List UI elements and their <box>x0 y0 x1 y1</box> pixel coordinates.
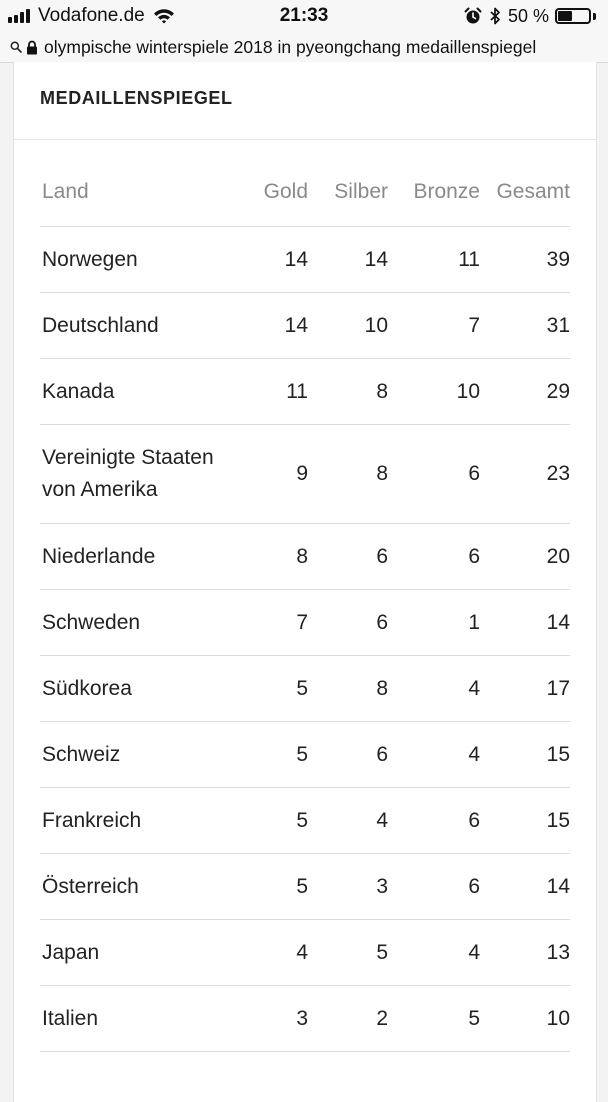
table-row: Vereinigte Staaten von Amerika 9 8 6 23 <box>40 424 570 524</box>
cell-silber: 8 <box>308 424 388 524</box>
cell-gesamt: 14 <box>480 853 570 920</box>
cell-land: Kanada <box>40 358 240 425</box>
cell-gesamt: 23 <box>480 424 570 524</box>
cell-gold: 5 <box>240 721 308 788</box>
cell-bronze: 1 <box>388 589 480 656</box>
cell-land: Vereinigte Staaten von Amerika <box>40 424 240 524</box>
cell-gold: 5 <box>240 655 308 722</box>
cell-land: Niederlande <box>40 523 240 590</box>
table-row: Schweiz 5 6 4 15 <box>40 721 570 788</box>
cell-silber: 8 <box>308 655 388 722</box>
cell-land: Norwegen <box>40 226 240 293</box>
cell-silber: 2 <box>308 985 388 1052</box>
header-bronze: Bronze <box>388 158 480 227</box>
cell-bronze: 6 <box>388 853 480 920</box>
cell-land: Schweden <box>40 589 240 656</box>
cell-gesamt: 14 <box>480 589 570 656</box>
cell-silber: 8 <box>308 358 388 425</box>
cell-silber: 14 <box>308 226 388 293</box>
cell-silber: 5 <box>308 919 388 986</box>
cell-bronze: 5 <box>388 985 480 1052</box>
cell-gesamt: 15 <box>480 787 570 854</box>
table-row: Italien 3 2 5 10 <box>40 985 570 1052</box>
cell-gesamt: 39 <box>480 226 570 293</box>
cell-land: Schweiz <box>40 721 240 788</box>
battery-icon <box>555 8 591 24</box>
cell-land: Japan <box>40 919 240 986</box>
cell-gold: 5 <box>240 853 308 920</box>
cell-bronze: 7 <box>388 292 480 359</box>
alarm-icon <box>464 7 482 24</box>
carrier-name: Vodafone.de <box>38 5 145 26</box>
battery-percent: 50 % <box>507 5 549 26</box>
header-silber: Silber <box>308 158 388 227</box>
cell-gesamt: 17 <box>480 655 570 722</box>
cell-gold: 8 <box>240 523 308 590</box>
cell-gesamt: 31 <box>480 292 570 359</box>
cell-gold: 9 <box>240 424 308 524</box>
table-row: Niederlande 8 6 6 20 <box>40 523 570 590</box>
cell-silber: 4 <box>308 787 388 854</box>
medal-table-card: MEDAILLENSPIEGEL Land Gold Silber Bronze… <box>13 62 597 1102</box>
table-row: Frankreich 5 4 6 15 <box>40 787 570 854</box>
cell-bronze: 4 <box>388 919 480 986</box>
table-row: Kanada 11 8 10 29 <box>40 358 570 425</box>
cell-land: Österreich <box>40 853 240 920</box>
status-left: Vodafone.de <box>8 5 175 27</box>
cell-silber: 6 <box>308 523 388 590</box>
cell-bronze: 6 <box>388 523 480 590</box>
cell-gold: 11 <box>240 358 308 425</box>
cell-silber: 6 <box>308 589 388 656</box>
header-land: Land <box>40 158 240 227</box>
table-row: Deutschland 14 10 7 31 <box>40 292 570 359</box>
cell-bronze: 4 <box>388 721 480 788</box>
card-title: MEDAILLENSPIEGEL <box>40 88 233 108</box>
status-right: 50 % <box>464 5 596 27</box>
cell-land: Deutschland <box>40 292 240 359</box>
cell-gold: 7 <box>240 589 308 656</box>
title-divider <box>14 139 596 140</box>
table-header-row: Land Gold Silber Bronze Gesamt <box>40 158 570 227</box>
url-text[interactable]: olympische winterspiele 2018 in pyeongch… <box>44 36 537 57</box>
cell-silber: 10 <box>308 292 388 359</box>
lock-icon <box>27 40 37 54</box>
cell-gesamt: 29 <box>480 358 570 425</box>
cell-land: Frankreich <box>40 787 240 854</box>
cell-gesamt: 20 <box>480 523 570 590</box>
cell-silber: 6 <box>308 721 388 788</box>
cell-gesamt: 10 <box>480 985 570 1052</box>
medal-table: Land Gold Silber Bronze Gesamt Norwegen … <box>40 158 570 1052</box>
signal-icon <box>8 9 32 23</box>
table-row: Österreich 5 3 6 14 <box>40 853 570 920</box>
cell-land: Südkorea <box>40 655 240 722</box>
cell-bronze: 11 <box>388 226 480 293</box>
battery-cap <box>593 12 596 20</box>
cell-land: Italien <box>40 985 240 1052</box>
wifi-icon <box>153 9 174 24</box>
cell-gesamt: 15 <box>480 721 570 788</box>
table-row: Schweden 7 6 1 14 <box>40 589 570 656</box>
cell-gold: 14 <box>240 226 308 293</box>
cell-bronze: 4 <box>388 655 480 722</box>
table-row: Japan 4 5 4 13 <box>40 919 570 986</box>
battery-fill <box>558 11 572 21</box>
cell-gold: 4 <box>240 919 308 986</box>
url-bar[interactable]: olympische winterspiele 2018 in pyeongch… <box>0 32 608 63</box>
cell-gesamt: 13 <box>480 919 570 986</box>
bluetooth-icon <box>490 7 500 25</box>
header-gesamt: Gesamt <box>480 158 570 227</box>
table-row: Norwegen 14 14 11 39 <box>40 226 570 293</box>
cell-gold: 5 <box>240 787 308 854</box>
cell-bronze: 10 <box>388 358 480 425</box>
status-bar: Vodafone.de 21:33 50 % <box>0 0 608 32</box>
table-row: Südkorea 5 8 4 17 <box>40 655 570 722</box>
cell-bronze: 6 <box>388 787 480 854</box>
header-gold: Gold <box>240 158 308 227</box>
cell-gold: 14 <box>240 292 308 359</box>
search-icon <box>10 41 22 53</box>
cell-bronze: 6 <box>388 424 480 524</box>
cell-silber: 3 <box>308 853 388 920</box>
cell-gold: 3 <box>240 985 308 1052</box>
